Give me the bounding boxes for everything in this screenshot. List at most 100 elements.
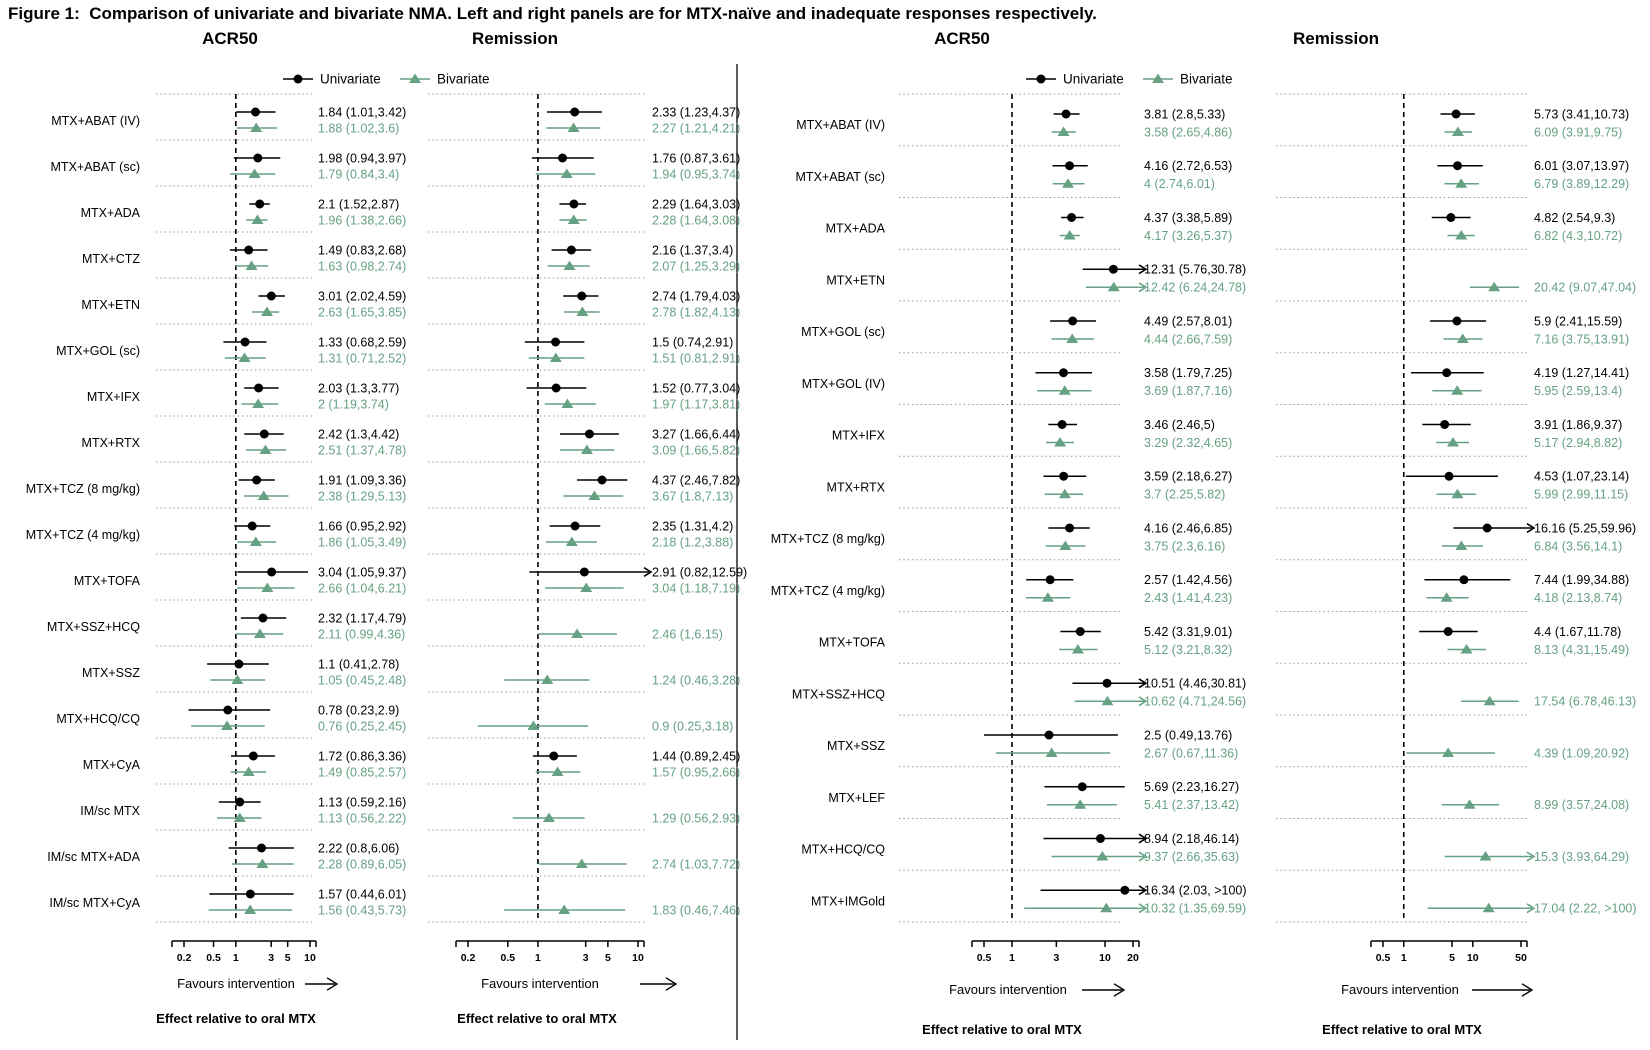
treatment-label: IM/sc MTX+CyA [49, 896, 140, 910]
marker-univariate-circle [1108, 264, 1118, 274]
marker-bivariate-triangle [1440, 592, 1453, 602]
favours-arrow-head-icon [326, 977, 339, 991]
panel-title: Remission [472, 29, 558, 48]
estimate-label-univariate: 1.49 (0.83,2.68) [318, 243, 406, 257]
treatment-label: MTX+GOL (sc) [56, 344, 140, 358]
treatment-label: MTX+RTX [827, 480, 886, 494]
legend-bivariate-marker-icon [409, 73, 421, 83]
estimate-label-bivariate: 6.09 (3.91,9.75) [1534, 125, 1622, 139]
marker-bivariate-triangle [1071, 644, 1084, 654]
axis-tick-label: 0.2 [177, 952, 192, 964]
estimate-label-bivariate: 7.16 (3.75,13.91) [1534, 332, 1629, 346]
marker-bivariate-triangle [1447, 437, 1460, 447]
marker-bivariate-triangle [580, 444, 593, 454]
estimate-label-univariate: 3.46 (2.46,5) [1144, 418, 1215, 432]
estimate-label-bivariate: 2.28 (1.64,3.08) [652, 213, 740, 227]
estimate-label-univariate: 1.1 (0.41,2.78) [318, 657, 399, 671]
estimate-label-univariate: 3.01 (2.02,4.59) [318, 289, 406, 303]
marker-bivariate-triangle [576, 306, 589, 316]
treatment-label: MTX+SSZ [82, 666, 140, 680]
treatment-label: MTX+TCZ (4 mg/kg) [26, 528, 140, 542]
marker-bivariate-triangle [1107, 281, 1120, 292]
marker-univariate-circle [1440, 420, 1450, 429]
treatment-label: MTX+TOFA [819, 636, 886, 650]
axis-caption: Effect relative to oral MTX [922, 1022, 1082, 1037]
estimate-label-univariate: 4.4 (1.67,11.78) [1534, 625, 1621, 639]
treatment-label: IM/sc MTX+ADA [47, 850, 140, 864]
estimate-label-univariate: 10.51 (4.46,30.81) [1144, 677, 1246, 691]
estimate-label-univariate: 1.98 (0.94,3.97) [318, 151, 406, 165]
estimate-label-univariate: 2.16 (1.37,3.4) [652, 243, 733, 257]
estimate-label-univariate: 3.58 (1.79,7.25) [1144, 366, 1232, 380]
marker-univariate-circle [558, 153, 568, 163]
estimate-label-bivariate: 2.18 (1.2,3.88) [652, 535, 733, 549]
marker-univariate-circle [1459, 575, 1469, 585]
marker-bivariate-triangle [1058, 488, 1071, 499]
estimate-label-univariate: 2.42 (1.3,4.42) [318, 427, 399, 441]
estimate-label-bivariate: 1.97 (1.17,3.81) [652, 397, 740, 411]
marker-univariate-circle [577, 291, 587, 301]
estimate-label-bivariate: 1.79 (0.84,3.4) [318, 167, 399, 181]
marker-univariate-circle [584, 429, 594, 439]
estimate-label-bivariate: 1.86 (1.05,3.49) [318, 535, 406, 549]
marker-bivariate-triangle [1455, 178, 1468, 188]
favours-label: Favours intervention [177, 976, 295, 991]
estimate-label-bivariate: 3.75 (2.3,6.16) [1144, 539, 1225, 553]
treatment-label: MTX+RTX [82, 436, 141, 450]
estimate-label-bivariate: 2.27 (1.21,4.21) [652, 121, 740, 135]
marker-univariate-circle [1068, 316, 1078, 326]
estimate-label-univariate: 12.31 (5.76,30.78) [1144, 263, 1246, 277]
marker-bivariate-triangle [571, 628, 584, 638]
marker-bivariate-triangle [1451, 385, 1464, 395]
ci-arrow-bivariate [1138, 282, 1148, 293]
marker-bivariate-triangle [549, 352, 562, 362]
ci-arrow-bivariate [1138, 903, 1148, 914]
marker-univariate-circle [597, 475, 607, 485]
marker-bivariate-triangle [1455, 230, 1468, 240]
estimate-label-bivariate: 6.84 (3.56,14.1) [1534, 539, 1622, 553]
estimate-label-bivariate: 10.32 (1.35,69.59) [1144, 902, 1246, 916]
marker-univariate-circle [1446, 213, 1456, 222]
estimate-label-univariate: 6.01 (3.07,13.97) [1534, 159, 1629, 173]
axis-tick-label: 50 [1515, 952, 1527, 964]
marker-univariate-circle [1451, 109, 1461, 119]
estimate-label-bivariate: 1.94 (0.95,3.74) [652, 167, 740, 181]
treatment-label: IM/sc MTX [80, 804, 140, 818]
estimate-label-bivariate: 1.31 (0.71,2.52) [318, 351, 406, 365]
estimate-label-bivariate: 3.69 (1.87,7.16) [1144, 384, 1232, 398]
treatment-label: MTX+TCZ (4 mg/kg) [771, 584, 885, 598]
treatment-label: MTX+HCQ/CQ [56, 712, 140, 726]
estimate-label-bivariate: 8.13 (4.31,15.49) [1534, 643, 1629, 657]
estimate-label-univariate: 3.91 (1.86,9.37) [1534, 418, 1622, 432]
favours-arrow-head-icon [1521, 983, 1534, 997]
ci-arrow-univariate [1526, 522, 1536, 534]
estimate-label-univariate: 4.16 (2.72,6.53) [1144, 159, 1232, 173]
marker-univariate-circle [1443, 627, 1453, 636]
favours-label: Favours intervention [949, 982, 1067, 997]
estimate-label-univariate: 0.78 (0.23,2.9) [318, 703, 399, 717]
treatment-label: MTX+TCZ (8 mg/kg) [771, 532, 885, 546]
marker-bivariate-triangle [1057, 126, 1070, 136]
estimate-label-bivariate: 2.67 (0.67,11.36) [1144, 746, 1238, 760]
marker-univariate-circle [244, 245, 254, 255]
estimate-label-univariate: 2.22 (0.8,6.06) [318, 841, 399, 855]
estimate-label-bivariate: 3.29 (2.32,4.65) [1144, 436, 1232, 450]
estimate-label-univariate: 4.16 (2.46,6.85) [1144, 521, 1232, 535]
marker-bivariate-triangle [1456, 333, 1469, 343]
legend-bivariate-label: Bivariate [1180, 72, 1233, 87]
estimate-label-bivariate: 2 (1.19,3.74) [318, 397, 389, 411]
treatment-label: MTX+LEF [828, 791, 885, 805]
marker-univariate-circle [258, 613, 268, 623]
estimate-label-univariate: 1.5 (0.74,2.91) [652, 335, 733, 349]
marker-bivariate-triangle [249, 536, 262, 546]
estimate-label-bivariate: 1.83 (0.46,7.46) [652, 903, 740, 917]
marker-bivariate-triangle [256, 858, 269, 868]
marker-bivariate-triangle [1096, 851, 1109, 861]
treatment-label: MTX+SSZ [827, 739, 885, 753]
marker-bivariate-triangle [543, 812, 556, 822]
estimate-label-univariate: 2.03 (1.3,3.77) [318, 381, 399, 395]
marker-bivariate-triangle [260, 306, 273, 316]
axis-caption: Effect relative to oral MTX [457, 1011, 617, 1026]
estimate-label-bivariate: 6.82 (4.3,10.72) [1534, 229, 1622, 243]
treatment-label: MTX+IMGold [811, 894, 885, 908]
